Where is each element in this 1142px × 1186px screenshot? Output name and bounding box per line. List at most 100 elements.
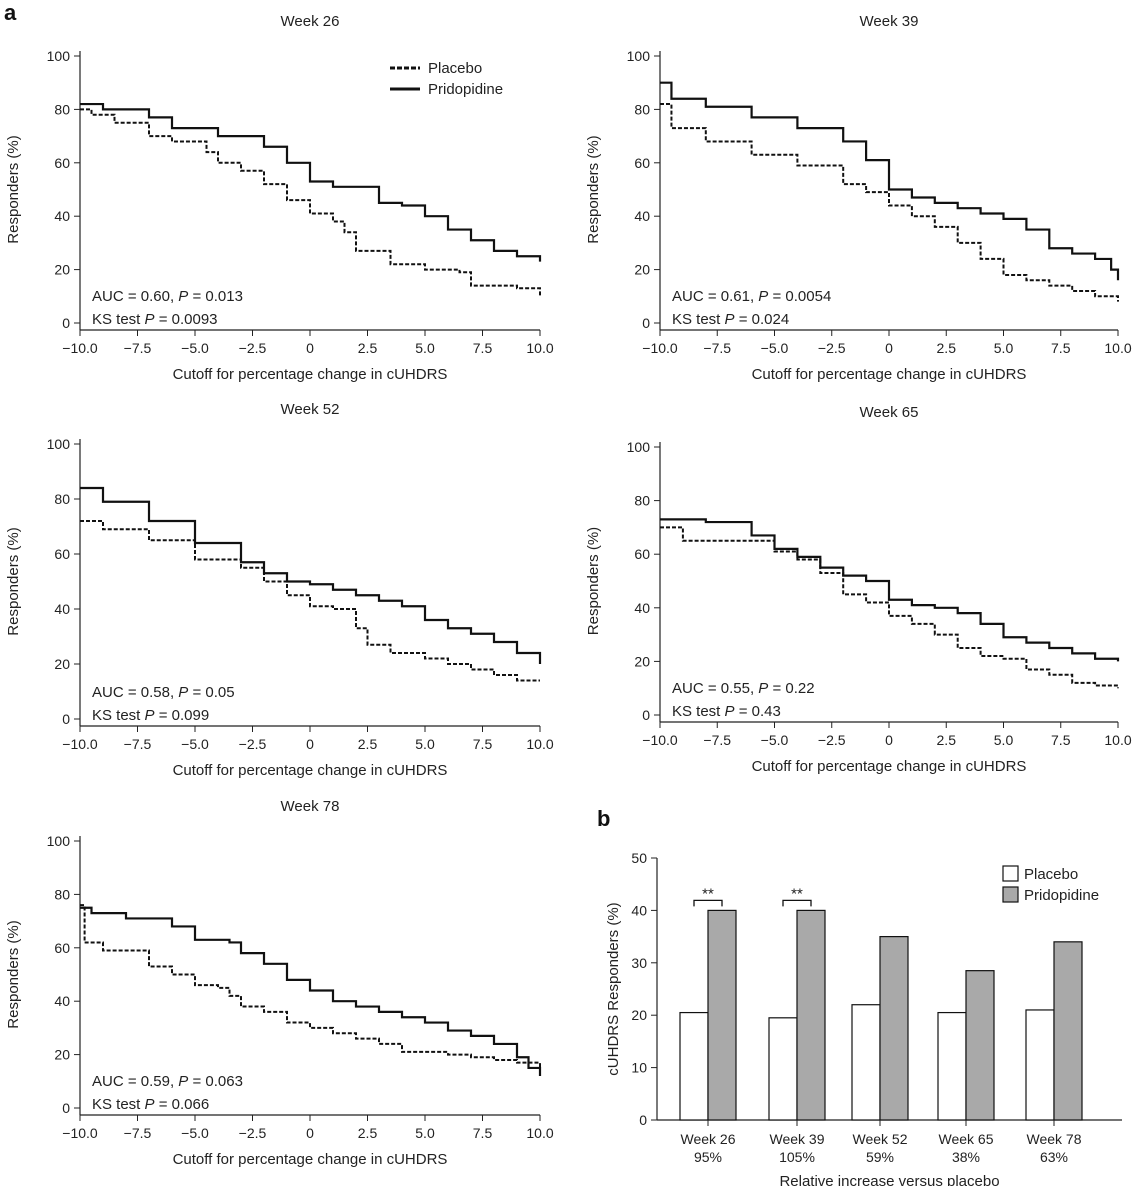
y-tick-label: 60	[54, 155, 70, 171]
y-tick-label: 60	[54, 546, 70, 562]
y-tick-label: 0	[62, 315, 70, 331]
legend-label-placebo: Placebo	[1024, 866, 1078, 883]
x-axis-label: Cutoff for percentage change in cUHDRS	[173, 1151, 448, 1168]
y-tick-label: 80	[54, 886, 70, 902]
x-axis-label: Cutoff for percentage change in cUHDRS	[752, 758, 1027, 775]
x-tick-label: −5.0	[181, 340, 209, 356]
stats-annotation: AUC = 0.59, P = 0.063	[92, 1073, 243, 1090]
series-line-pridopidine	[80, 486, 542, 664]
bar-placebo	[679, 1011, 709, 1121]
stats-annotation: KS test P = 0.024	[672, 311, 789, 328]
y-tick-label: 60	[634, 155, 650, 171]
y-tick-label: 0	[639, 1112, 647, 1128]
bar-pridopidine	[707, 909, 737, 1121]
y-tick-label: 20	[54, 656, 70, 672]
x-tick-label: −5.0	[181, 736, 209, 752]
significance-bracket	[782, 899, 812, 907]
category-label: Week 65	[939, 1131, 994, 1147]
x-tick-label: 5.0	[415, 1125, 435, 1141]
x-tick-label: −7.5	[703, 732, 731, 748]
line-chart-week-78: Week 78 0 20 40 60 80 100 −10.0 −7.5 −5.0 −2.5 0 2.5…	[5, 798, 554, 1168]
bar-placebo	[937, 1011, 967, 1121]
x-tick-label: −2.5	[818, 340, 846, 356]
series-line-placebo	[80, 904, 541, 1071]
y-tick-label: 40	[631, 902, 647, 918]
y-tick-label: 40	[54, 208, 70, 224]
series-line-placebo	[80, 520, 540, 682]
y-tick-label: 20	[54, 1047, 70, 1063]
y-axis-label: Responders (%)	[5, 920, 22, 1028]
y-tick-label: 80	[634, 101, 650, 117]
category-sublabel: 59%	[866, 1149, 894, 1165]
x-tick-label: −10.0	[642, 732, 678, 748]
legend-label-placebo: Placebo	[428, 60, 482, 77]
x-tick-label: 10.0	[526, 1125, 553, 1141]
x-tick-label: 10.0	[526, 736, 553, 752]
y-axis-label: Responders (%)	[5, 527, 22, 635]
x-tick-label: 5.0	[994, 732, 1014, 748]
bar-placebo	[851, 1004, 881, 1121]
stats-annotation: AUC = 0.58, P = 0.05	[92, 684, 235, 701]
y-tick-label: 10	[631, 1060, 647, 1076]
x-tick-label: −7.5	[124, 340, 152, 356]
y-tick-label: 20	[634, 262, 650, 278]
x-tick-label: 0	[306, 340, 314, 356]
significance-bracket	[693, 899, 723, 907]
series-line-pridopidine	[660, 518, 1120, 662]
chart-title: Week 26	[281, 13, 340, 30]
y-tick-label: 0	[62, 1100, 70, 1116]
chart-title: Week 65	[860, 404, 919, 421]
y-tick-label: 80	[54, 491, 70, 507]
y-tick-label: 100	[47, 48, 71, 64]
stats-annotation: KS test P = 0.099	[92, 707, 209, 724]
legend-label-pridopidine: Pridopidine	[1024, 887, 1099, 904]
x-axis-label: Relative increase versus placebo	[779, 1173, 999, 1186]
x-tick-label: 0	[885, 732, 893, 748]
x-tick-label: −7.5	[703, 340, 731, 356]
bar-pridopidine	[965, 970, 995, 1121]
y-axis-label: Responders (%)	[585, 527, 602, 635]
category-sublabel: 95%	[694, 1149, 722, 1165]
y-tick-label: 40	[634, 600, 650, 616]
y-axis-label: Responders (%)	[5, 135, 22, 243]
x-tick-label: 7.5	[473, 1125, 493, 1141]
series-line-pridopidine	[80, 906, 542, 1076]
y-tick-label: 20	[634, 653, 650, 669]
stats-annotation: KS test P = 0.0093	[92, 311, 218, 328]
series-line-placebo	[80, 108, 541, 297]
category-sublabel: 38%	[952, 1149, 980, 1165]
line-chart-week-39: Week 39 0 20 40 60 80 100 −10.0 −7.5 −5.0 −2.5 0 2.5…	[585, 13, 1132, 383]
category-sublabel: 105%	[779, 1149, 815, 1165]
x-tick-label: −5.0	[761, 340, 789, 356]
y-tick-label: 40	[634, 208, 650, 224]
category-label: Week 52	[853, 1131, 908, 1147]
x-tick-label: 7.5	[1051, 732, 1071, 748]
y-tick-label: 40	[54, 601, 70, 617]
significance-marker: **	[791, 885, 803, 902]
x-tick-label: −2.5	[239, 736, 267, 752]
series-line-placebo	[660, 526, 1119, 689]
x-tick-label: 10.0	[526, 340, 553, 356]
bar-placebo	[768, 1017, 798, 1121]
stats-annotation: AUC = 0.61, P = 0.0054	[672, 288, 831, 305]
x-tick-label: −10.0	[62, 1125, 98, 1141]
series-line-pridopidine	[80, 102, 542, 262]
stats-annotation: AUC = 0.55, P = 0.22	[672, 680, 815, 697]
bar-pridopidine	[879, 935, 909, 1121]
x-axis-label: Cutoff for percentage change in cUHDRS	[173, 762, 448, 779]
x-tick-label: −10.0	[62, 340, 98, 356]
y-tick-label: 20	[631, 1007, 647, 1023]
x-tick-label: −5.0	[181, 1125, 209, 1141]
x-tick-label: 7.5	[473, 736, 493, 752]
x-tick-label: 5.0	[994, 340, 1014, 356]
significance-marker: **	[702, 885, 714, 902]
x-tick-label: 5.0	[415, 340, 435, 356]
y-tick-label: 30	[631, 955, 647, 971]
line-chart-week-65: Week 65 0 20 40 60 80 100 −10.0 −7.5 −5.0 −2.5 0 2.5…	[585, 404, 1132, 775]
y-tick-label: 60	[634, 546, 650, 562]
series-line-pridopidine	[660, 81, 1120, 281]
legend-swatch-placebo	[1002, 865, 1019, 882]
y-tick-label: 100	[627, 48, 651, 64]
x-tick-label: −10.0	[62, 736, 98, 752]
